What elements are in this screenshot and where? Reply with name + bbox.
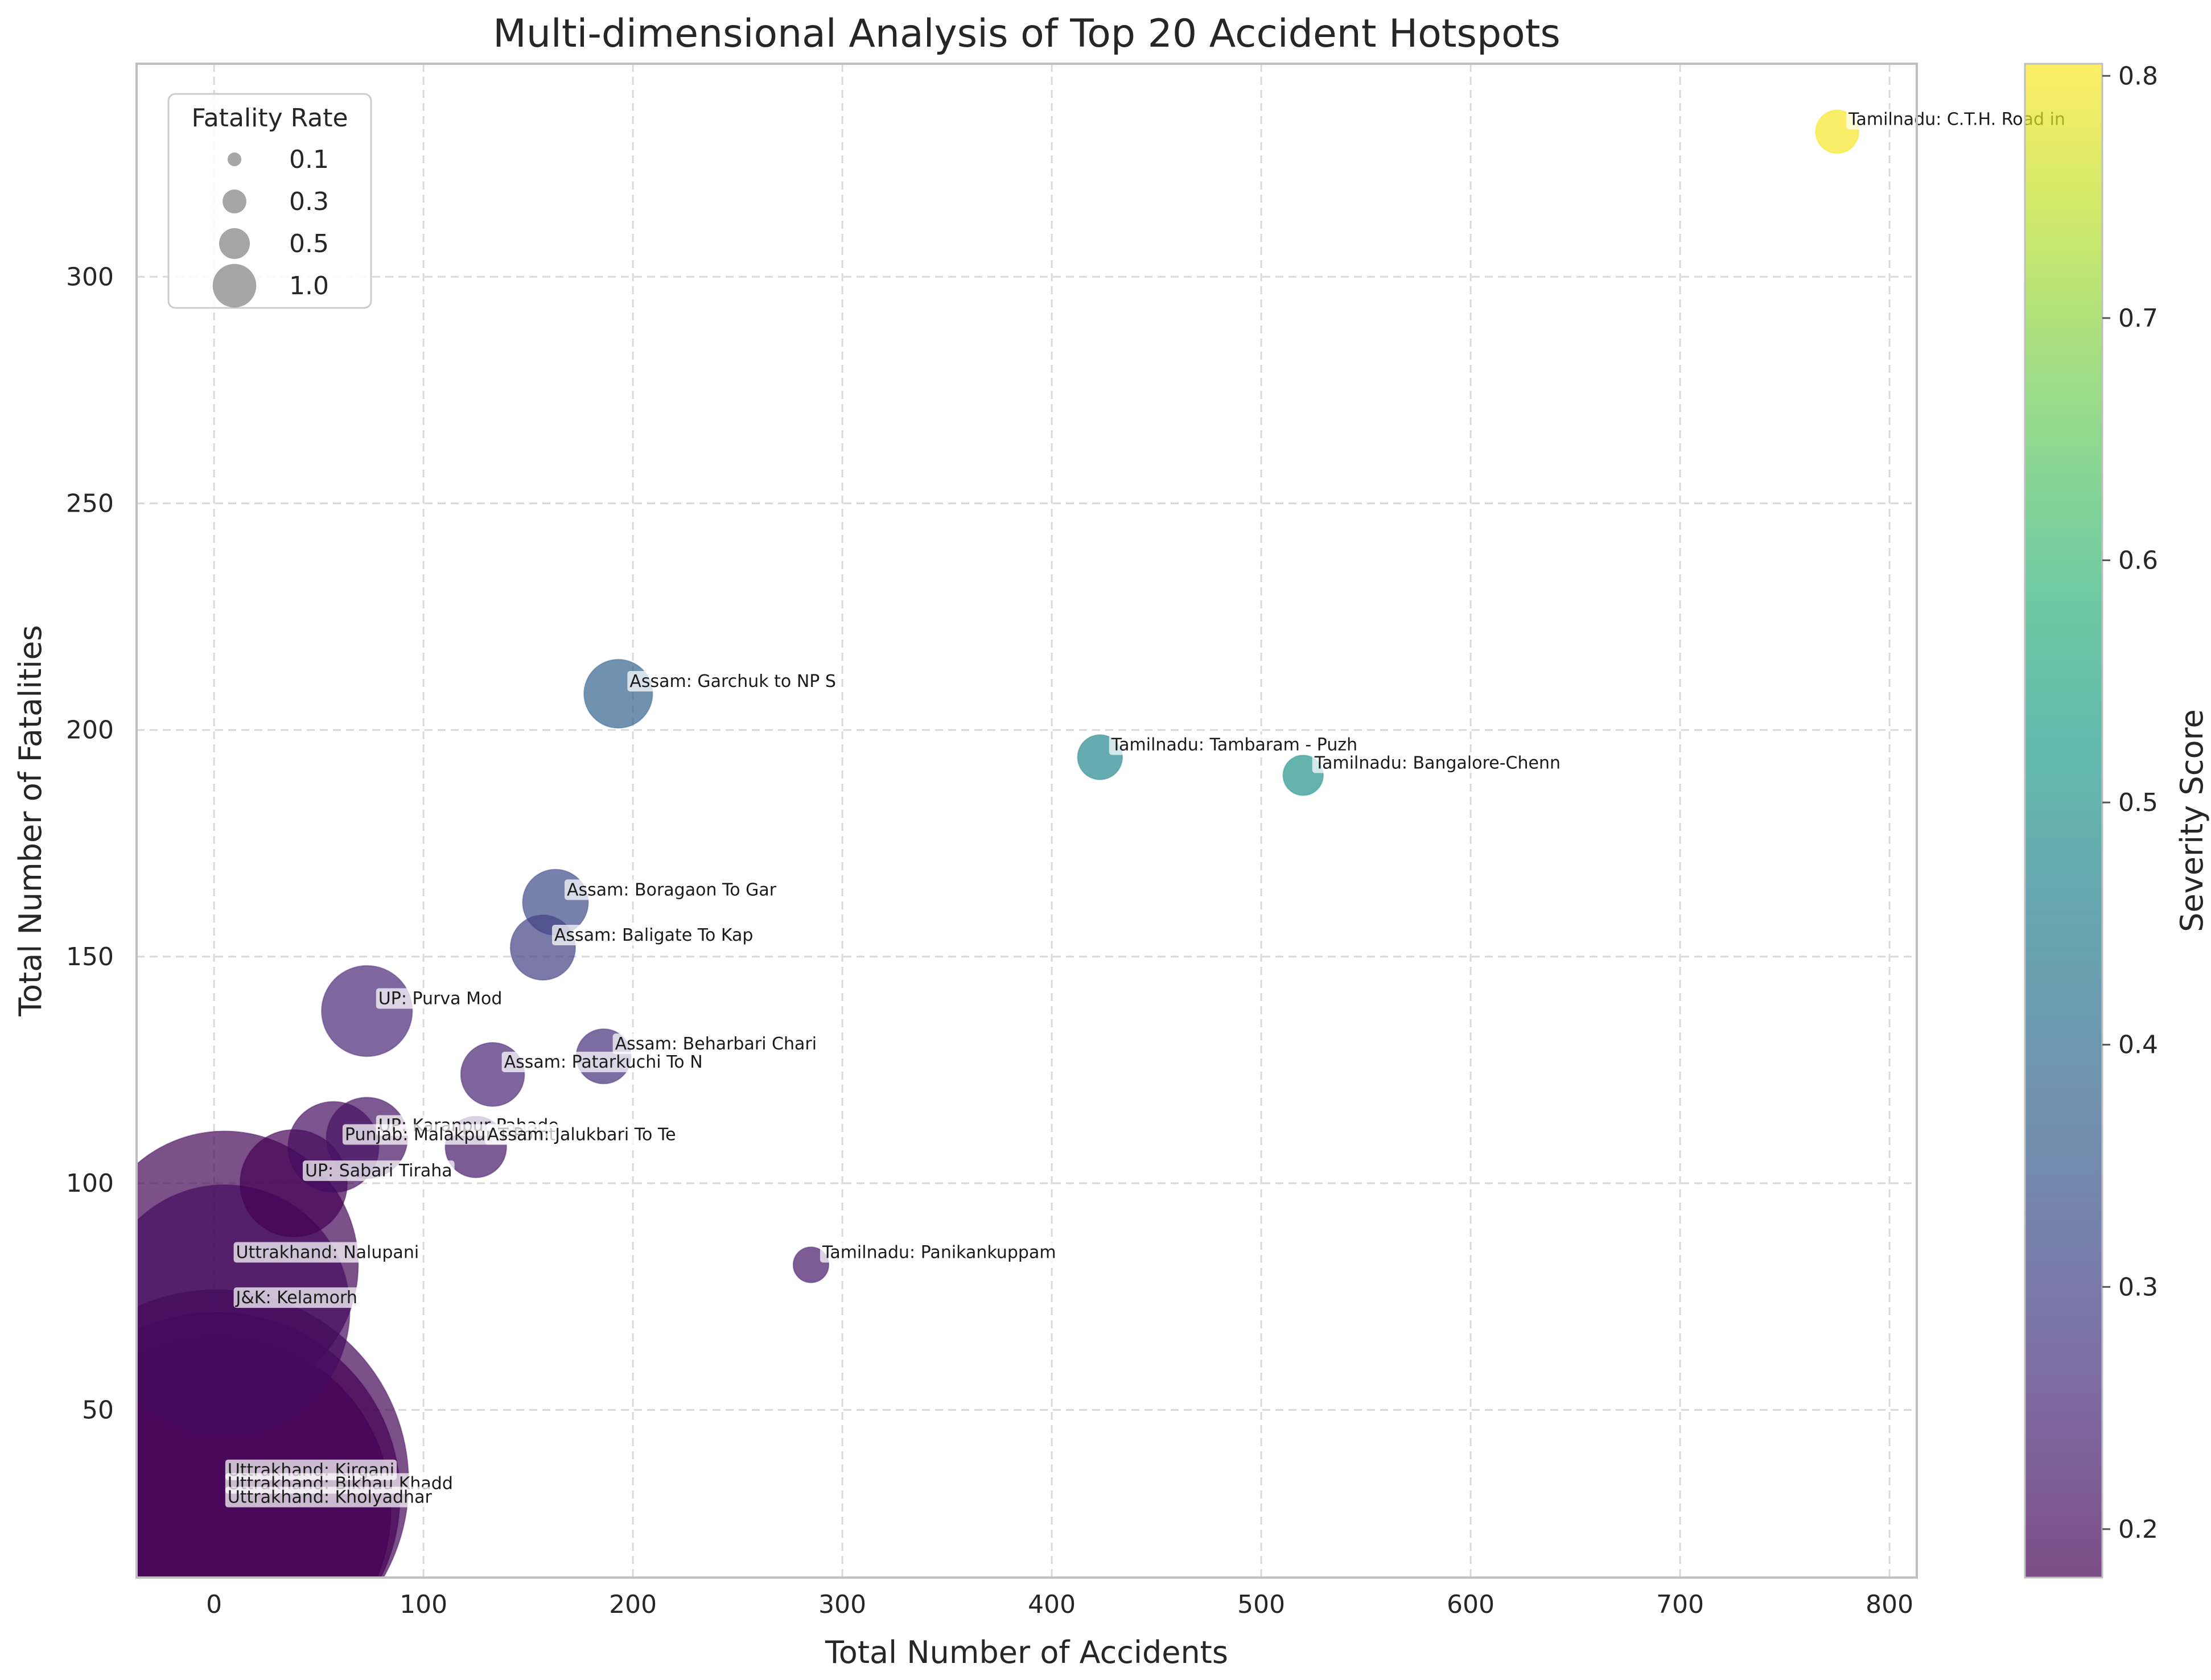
point-label: Assam: Patarkuchi To N <box>501 1051 705 1072</box>
legend: Fatality Rate 0.1 0.3 0.5 1.0 <box>167 93 372 309</box>
point-label-bg <box>627 671 838 692</box>
point-label-bg <box>225 1487 434 1508</box>
y-tick-label: 100 <box>66 1169 114 1198</box>
point-label-bg <box>233 1287 360 1308</box>
point-label: UP: Sabari Tiraha <box>303 1160 455 1181</box>
colorbar-tick-label: 0.6 <box>2118 546 2158 575</box>
point-label-bg <box>1312 752 1563 773</box>
data-points <box>137 109 1860 1578</box>
legend-marker <box>227 152 242 167</box>
x-tick-label: 400 <box>1028 1590 1076 1619</box>
data-point <box>792 1246 830 1283</box>
legend-entry-label: 1.0 <box>289 271 329 300</box>
point-label-bg <box>233 1242 422 1263</box>
y-axis-title: Total Number of Fatalities <box>13 625 48 1017</box>
point-label-text: Uttrakhand: Kholyadhar <box>228 1488 433 1508</box>
colorbar: 0.2 0.3 0.4 0.5 0.6 0.7 0.8 Severity Score <box>2024 61 2210 1579</box>
point-label: Uttrakhand: Kholyadhar <box>225 1487 434 1508</box>
point-label-text: Tamilnadu: Panikankuppam <box>822 1242 1056 1262</box>
legend-marker <box>223 190 246 213</box>
axis-ticks: 0 100 200 300 400 500 600 700 800 50 100 150 200 250 3… <box>66 262 1913 1619</box>
colorbar-label: Severity Score <box>2174 709 2210 932</box>
y-tick-label: 50 <box>82 1395 114 1424</box>
point-label-bg <box>1846 109 2068 130</box>
x-tick-label: 700 <box>1656 1590 1704 1619</box>
x-tick-label: 100 <box>400 1590 447 1619</box>
point-label: Uttrakhand: Nalupani <box>233 1242 422 1263</box>
point-label: Assam: Boragaon To Gar <box>565 879 779 900</box>
y-tick-label: 150 <box>66 942 114 971</box>
chart-title: Multi-dimensional Analysis of Top 20 Acc… <box>493 11 1561 56</box>
point-label-bg <box>565 879 779 900</box>
point-label-bg <box>376 988 505 1009</box>
y-tick-label: 300 <box>66 262 114 291</box>
legend-entry-label: 0.5 <box>289 229 329 258</box>
point-label-text: Assam: Garchuk to NP S <box>629 672 836 691</box>
point-label-text: Assam: Patarkuchi To N <box>504 1052 703 1072</box>
point-label-text: UP: Purva Mod <box>378 989 503 1008</box>
legend-marker <box>219 228 250 260</box>
x-tick-label: 300 <box>818 1590 866 1619</box>
point-label: UP: Purva Mod <box>376 988 505 1009</box>
data-point <box>583 658 653 729</box>
point-label: Tamilnadu: Panikankuppam <box>820 1242 1059 1263</box>
point-label: Assam: Garchuk to NP S <box>627 671 838 692</box>
point-label-text: Tamilnadu: Bangalore-Chenn <box>1314 753 1561 773</box>
x-tick-label: 0 <box>206 1590 222 1619</box>
point-label: Tamilnadu: Bangalore-Chenn <box>1312 752 1563 773</box>
point-label-bg <box>501 1051 705 1072</box>
legend-box <box>167 93 372 309</box>
point-label-bg <box>303 1160 455 1181</box>
colorbar-gradient <box>2024 63 2103 1579</box>
point-label: Assam: Beharbari Chari <box>612 1033 820 1055</box>
x-tick-label: 500 <box>1237 1590 1285 1619</box>
point-label-bg <box>485 1124 678 1145</box>
colorbar-tick-label: 0.2 <box>2118 1515 2158 1544</box>
point-label-bg <box>820 1242 1059 1263</box>
x-tick-label: 800 <box>1866 1590 1913 1619</box>
point-label-bg <box>612 1033 820 1055</box>
grid-lines <box>137 64 1917 1578</box>
point-label-bg <box>1109 734 1360 755</box>
legend-entry-label: 0.1 <box>289 145 329 174</box>
colorbar-tick-label: 0.3 <box>2118 1273 2158 1302</box>
plot-frame <box>135 63 1918 1579</box>
x-tick-label: 200 <box>609 1590 657 1619</box>
colorbar-tick-label: 0.4 <box>2118 1031 2158 1060</box>
point-label: Tamilnadu: Tambaram - Puzh <box>1109 734 1360 755</box>
point-label-text: Uttrakhand: Nalupani <box>236 1242 419 1262</box>
point-label-text: UP: Sabari Tiraha <box>305 1161 452 1181</box>
data-point <box>321 965 413 1057</box>
colorbar-tick-label: 0.5 <box>2118 788 2158 817</box>
point-label-bg <box>551 924 756 945</box>
point-label: Assam: Jalukbari To Te <box>485 1124 678 1145</box>
colorbar-tick-label: 0.8 <box>2118 61 2158 90</box>
point-label-text: Assam: Jalukbari To Te <box>487 1125 676 1144</box>
point-label-text: J&K: Kelamorh <box>235 1288 357 1308</box>
x-tick-label: 600 <box>1447 1590 1494 1619</box>
colorbar-tick-label: 0.7 <box>2118 304 2158 333</box>
point-label-text: Assam: Beharbari Chari <box>615 1034 817 1054</box>
y-tick-label: 200 <box>66 716 114 745</box>
point-labels: Tamilnadu: C.T.H. Road in Assam: Garchuk … <box>225 109 2068 1508</box>
legend-marker <box>212 263 257 308</box>
point-label: Tamilnadu: C.T.H. Road in <box>1846 109 2068 130</box>
point-label: J&K: Kelamorh <box>233 1287 360 1308</box>
point-label: Assam: Baligate To Kap <box>551 924 756 945</box>
legend-title: Fatality Rate <box>191 104 348 133</box>
point-label-text: Tamilnadu: Tambaram - Puzh <box>1111 735 1357 755</box>
x-axis-title: Total Number of Accidents <box>825 1634 1228 1670</box>
legend-entry-label: 0.3 <box>289 187 329 216</box>
point-label-text: Assam: Boragaon To Gar <box>567 880 777 900</box>
y-tick-label: 250 <box>66 489 114 518</box>
point-label-text: Assam: Baligate To Kap <box>554 925 754 945</box>
